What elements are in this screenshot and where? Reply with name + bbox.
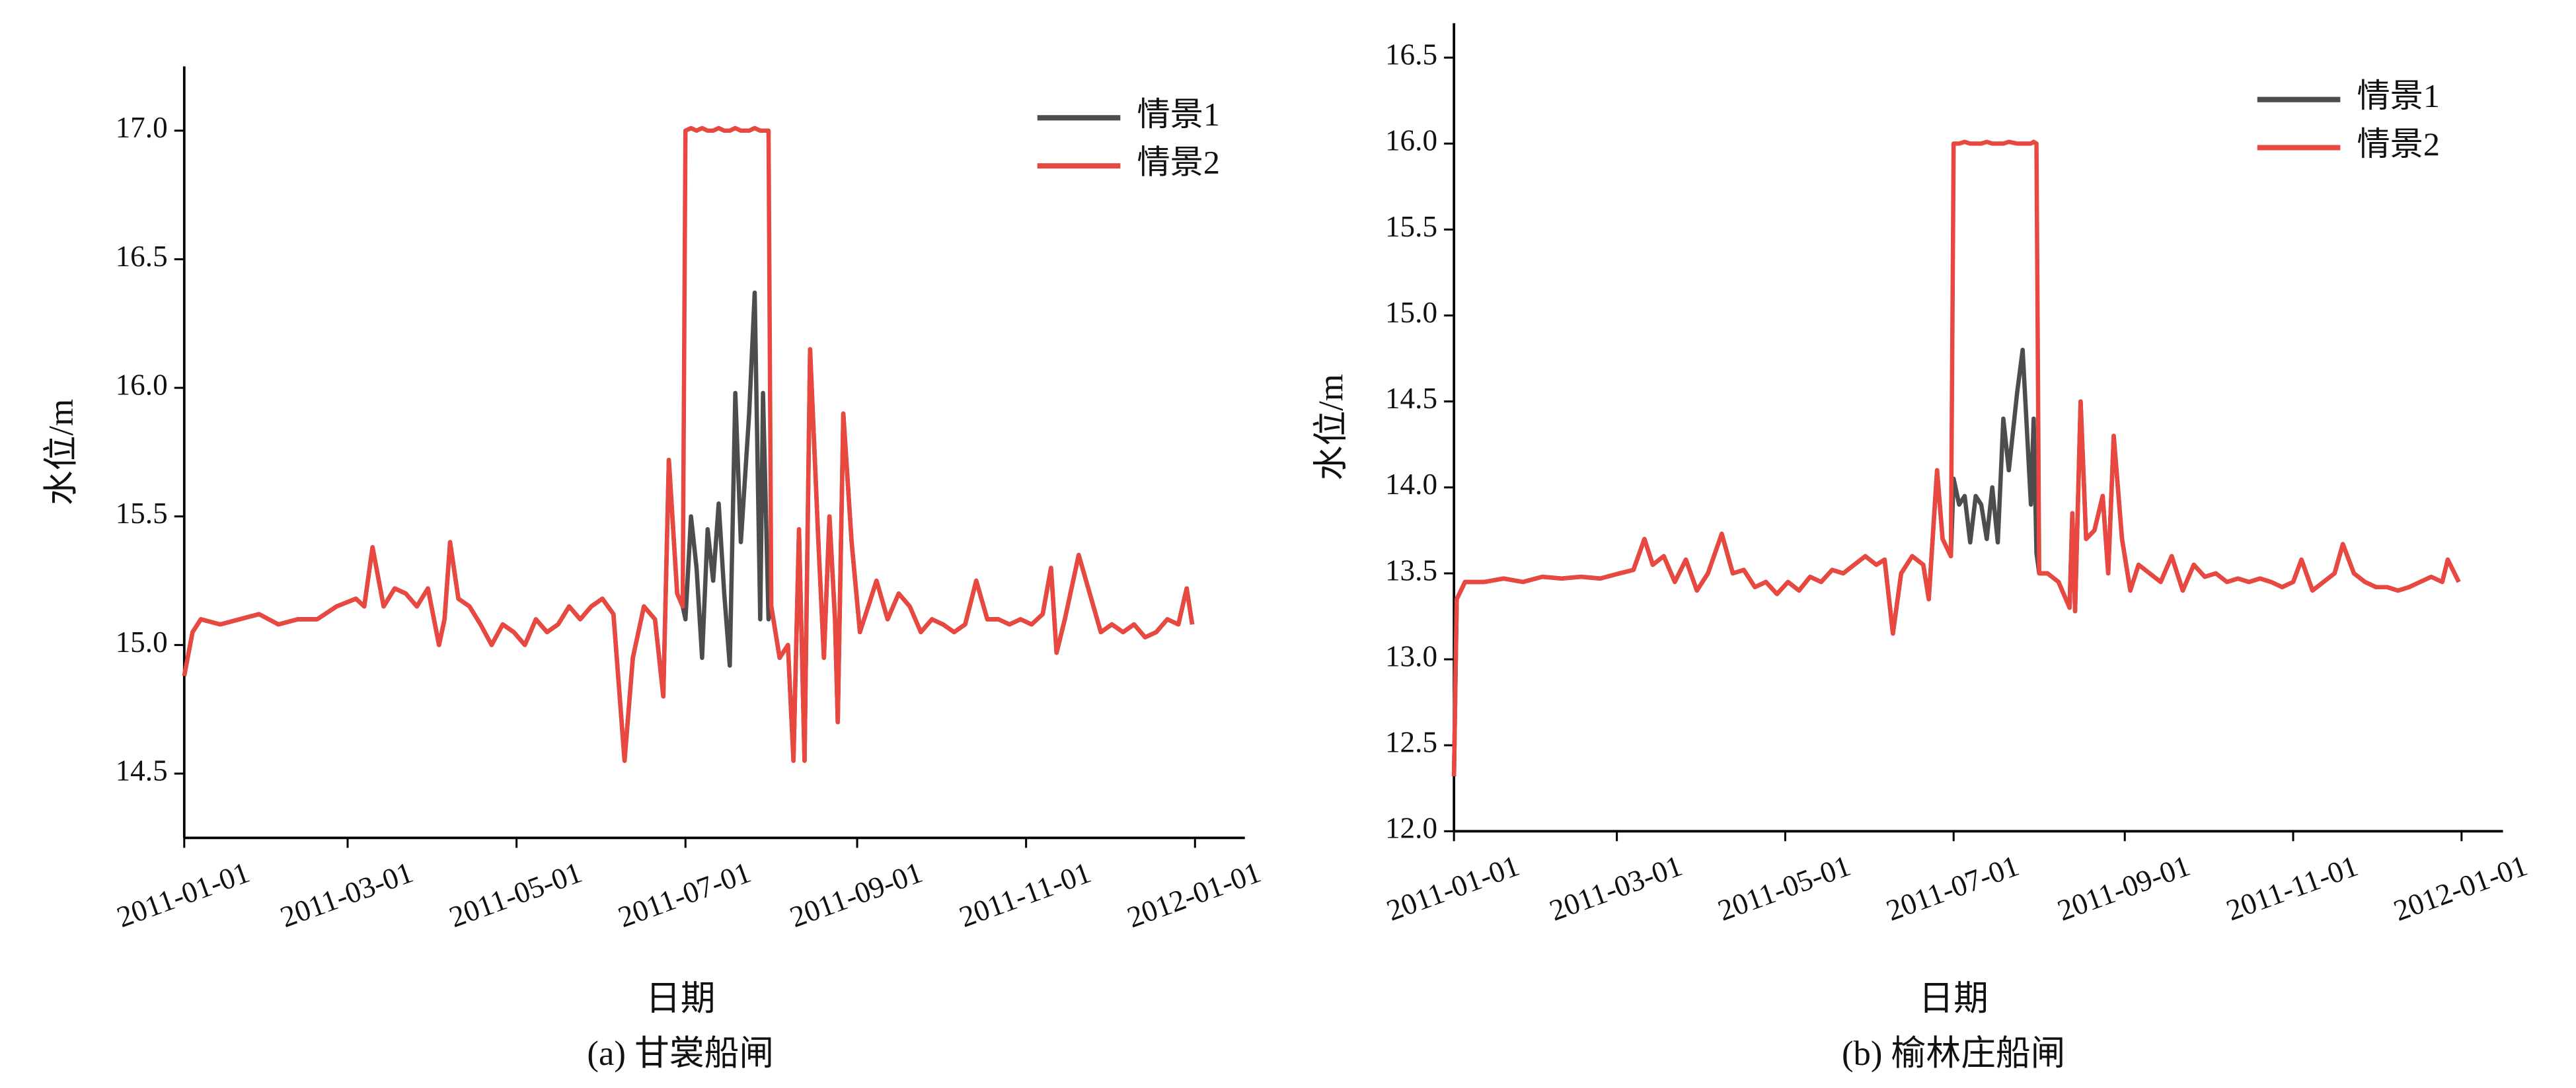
- y-tick-label: 16.0: [1385, 124, 1437, 157]
- y-tick-label: 13.0: [1385, 639, 1437, 672]
- x-tick-label: 2011-01-01: [1383, 849, 1524, 927]
- chart-panel: 14.5 15.0 15.5 16.0 16.5 17.0 2011-01-01 2011-0…: [42, 66, 1265, 1073]
- x-tick-label: 2012-01-01: [1123, 855, 1265, 934]
- x-tick-label: 2011-11-01: [955, 855, 1095, 933]
- chart-title: (a) 甘裳船闸: [587, 1034, 774, 1073]
- y-axis-title: 水位/m: [1312, 374, 1350, 480]
- y-tick-label: 15.5: [1385, 210, 1437, 243]
- series-line: [1451, 347, 2461, 777]
- y-tick-label: 14.5: [116, 754, 168, 787]
- x-tick-label: 2011-07-01: [614, 855, 755, 934]
- y-tick-label: 12.0: [1385, 812, 1437, 845]
- y-tick-label: 16.5: [1385, 38, 1437, 71]
- y-tick-label: 12.5: [1385, 726, 1437, 759]
- y-tick-label: 14.5: [1385, 382, 1437, 415]
- legend-label: 情景1: [1137, 96, 1220, 133]
- legend-label: 情景2: [1137, 144, 1220, 181]
- x-tick-label: 2011-11-01: [2222, 849, 2362, 927]
- series-line: [1451, 139, 2461, 777]
- x-tick-label: 2011-03-01: [1545, 849, 1686, 927]
- x-tick-label: 2011-01-01: [112, 855, 254, 934]
- x-tick-label: 2011-03-01: [276, 855, 418, 934]
- y-tick-label: 15.5: [116, 497, 168, 530]
- chart-title: (b) 榆林庄船闸: [1842, 1034, 2065, 1073]
- y-axis-title: 水位/m: [42, 399, 81, 505]
- x-tick-label: 2012-01-01: [2390, 849, 2532, 927]
- series-line: [182, 126, 1195, 763]
- y-tick-label: 14.0: [1385, 468, 1437, 501]
- x-axis-title: 日期: [646, 980, 715, 1018]
- y-tick-label: 15.0: [116, 626, 168, 659]
- x-tick-label: 2011-09-01: [786, 855, 927, 934]
- y-tick-label: 15.0: [1385, 296, 1437, 329]
- x-axis-title: 日期: [1918, 980, 1988, 1018]
- y-tick-label: 16.5: [116, 240, 168, 273]
- y-tick-label: 13.5: [1385, 554, 1437, 587]
- chart-panel: 12.0 12.5 13.0 13.5 14.0 14.5 15.0 15.5 16.0 16.5…: [1312, 23, 2532, 1073]
- y-tick-label: 17.0: [116, 111, 168, 144]
- x-tick-label: 2011-05-01: [1714, 849, 1855, 927]
- x-tick-label: 2011-09-01: [2053, 849, 2195, 927]
- legend-label: 情景2: [2357, 126, 2440, 163]
- x-tick-label: 2011-07-01: [1882, 849, 2024, 927]
- legend-label: 情景1: [2357, 77, 2440, 114]
- y-tick-label: 16.0: [116, 368, 168, 401]
- series-line: [182, 290, 1195, 763]
- x-tick-label: 2011-05-01: [445, 855, 586, 934]
